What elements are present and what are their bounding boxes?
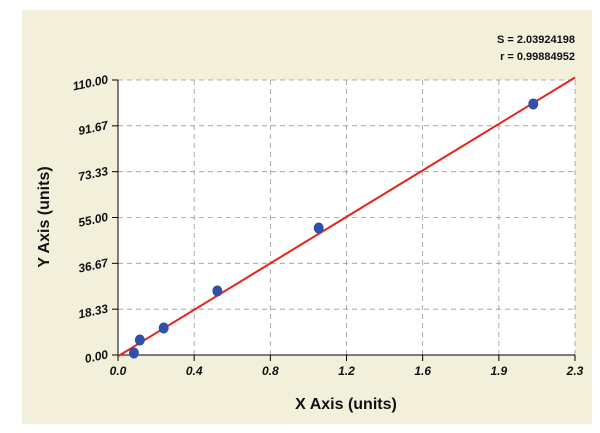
y-tick-label: 36.67 xyxy=(77,255,111,275)
x-tick-label: 1.9 xyxy=(490,364,507,378)
y-tick-label: 18.33 xyxy=(77,301,110,321)
x-tick-label: 1.6 xyxy=(414,364,431,378)
data-point xyxy=(528,98,539,110)
y-tick-label: 73.33 xyxy=(77,164,110,184)
y-tick-label: 0.00 xyxy=(84,347,110,366)
x-tick-label: 1.2 xyxy=(338,364,355,378)
data-point xyxy=(313,222,324,234)
y-tick-label: 91.67 xyxy=(77,118,111,138)
data-point xyxy=(134,334,145,346)
fit-line xyxy=(117,76,576,358)
x-axis-title: X Axis (units) xyxy=(295,396,397,413)
y-tick-label: 55.00 xyxy=(77,210,110,230)
x-tick-label: 0.8 xyxy=(262,364,279,378)
data-point xyxy=(212,285,223,297)
annotation: r = 0.99884952 xyxy=(500,51,575,63)
annotation: S = 2.03924198 xyxy=(497,34,575,46)
x-tick-label: 2.3 xyxy=(566,364,584,378)
x-tick-label: 0.4 xyxy=(186,364,203,378)
x-tick-label: 0.0 xyxy=(110,364,127,378)
y-axis-title: Y Axis (units) xyxy=(36,166,53,267)
data-point xyxy=(158,322,169,334)
data-point xyxy=(128,347,139,359)
